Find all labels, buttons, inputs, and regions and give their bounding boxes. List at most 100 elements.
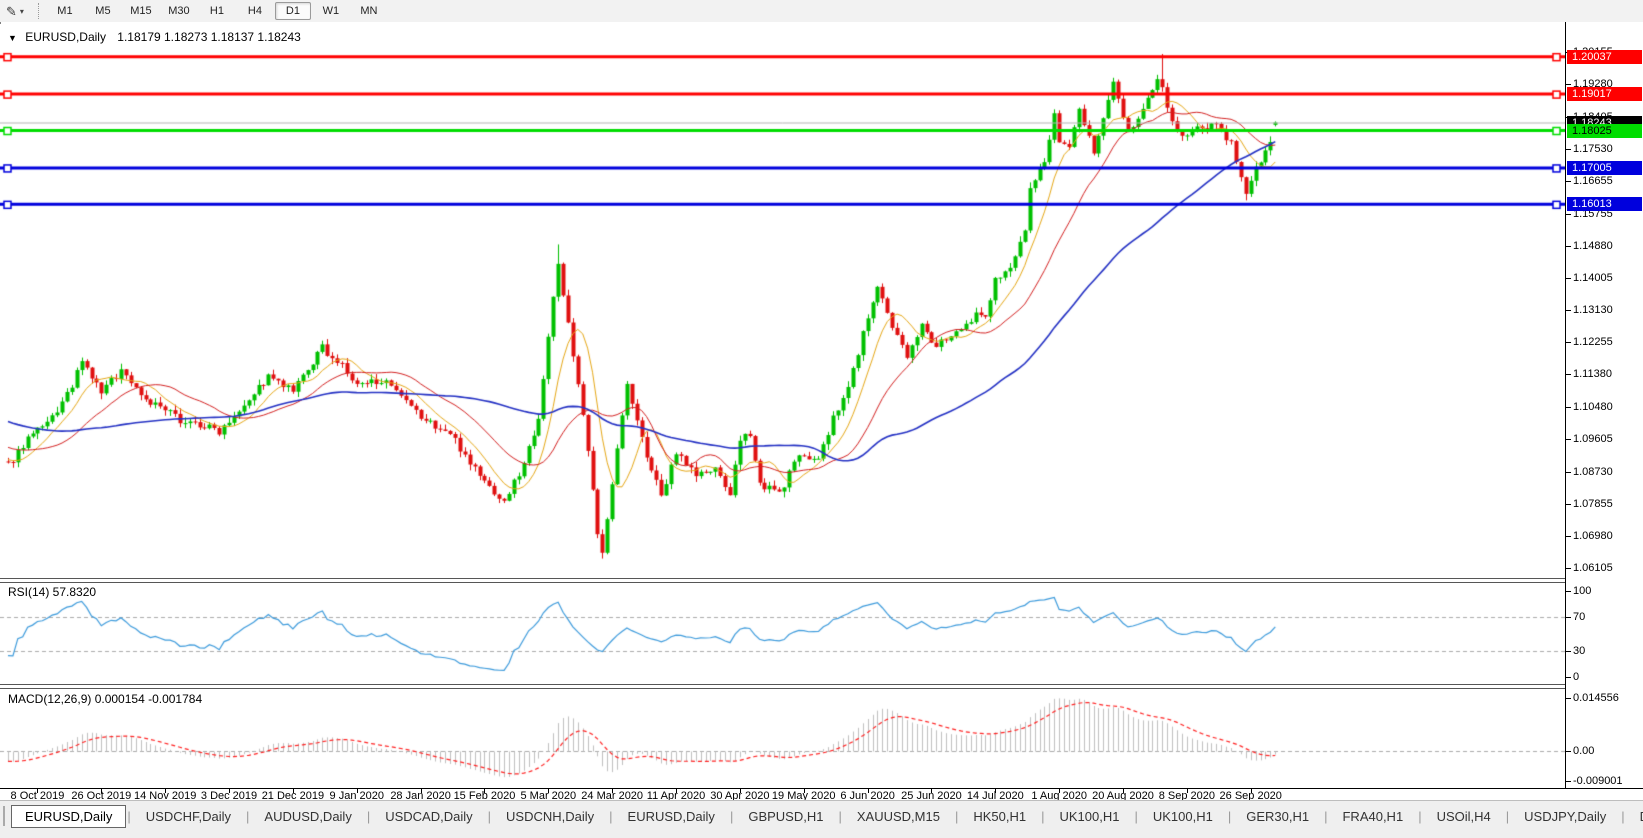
tab-separator: | [954, 808, 959, 824]
chart-symbol-label: EURUSD,Daily [25, 30, 106, 44]
panel-divider-rsi[interactable] [0, 578, 1643, 583]
tab-separator: | [127, 808, 131, 824]
tab-GBPUSD-H1[interactable]: GBPUSD,H1 [748, 808, 824, 824]
tab-separator: | [487, 808, 492, 824]
timeframe-button-W1[interactable]: W1 [322, 5, 340, 17]
date-tick-label: 19 May 2020 [769, 789, 839, 802]
tab-separator: | [609, 808, 613, 824]
dropdown-caret-icon: ▾ [19, 6, 24, 16]
price-badge-1.19017: 1.19017 [1567, 87, 1642, 102]
rsi-tick-label: 0 [1565, 671, 1580, 683]
tab-UK100-H1[interactable]: UK100,H1 [1152, 808, 1213, 824]
price-tick-label: 1.10480 [1566, 401, 1613, 414]
date-tick-label: 8 Oct 2019 [2, 789, 72, 802]
macd-tick-label: -0.009001 [1566, 775, 1623, 787]
timeframe-button-D1[interactable]: D1 [274, 2, 311, 20]
price-badge-1.20037: 1.20037 [1567, 49, 1642, 64]
timeframe-group: M1 M5 M15 M30 H1 H4 D1 W1 MN [46, 2, 388, 20]
tab-separator: | [366, 808, 371, 824]
chart-window: ▼ EURUSD,Daily 1.18179 1.18273 1.18137 1… [0, 22, 1643, 802]
date-tick-label: 15 Feb 2020 [449, 789, 519, 802]
tabbar-drag-handle[interactable] [3, 806, 5, 826]
date-tick-label: 8 Sep 2020 [1152, 789, 1222, 802]
date-tick-label: 24 Mar 2020 [577, 789, 647, 802]
rsi-tick-label: 70 [1565, 610, 1586, 623]
date-tick-label: 26 Oct 2019 [66, 789, 136, 802]
tab-separator: | [1505, 808, 1510, 824]
chart-ohlc-values: 1.18179 1.18273 1.18137 1.18243 [117, 30, 301, 44]
date-tick-label: 6 Jun 2020 [833, 789, 903, 802]
date-tick-label: 20 Aug 2020 [1088, 789, 1158, 802]
tab-USOil-H4[interactable]: USOil,H4 [1436, 808, 1491, 824]
tab-separator: | [1227, 808, 1232, 824]
tab-HK50-H1[interactable]: HK50,H1 [973, 808, 1027, 824]
tab-DJ30-Daily[interactable]: DJ30,Daily [1626, 805, 1643, 828]
price-tick-label: 1.13130 [1566, 304, 1613, 317]
tab-USDJPY-Daily[interactable]: USDJPY,Daily [1524, 808, 1607, 824]
pencil-icon: ✎ [6, 3, 17, 19]
timeframe-button-M15[interactable]: M15 [130, 5, 152, 17]
toolbar: ✎ ▾ M1 M5 M15 M30 H1 H4 D1 W1 MN [0, 0, 1643, 23]
tab-separator: | [1134, 808, 1138, 824]
chart-title: ▼ EURUSD,Daily 1.18179 1.18273 1.18137 1… [8, 30, 301, 44]
rsi-tick-label: 100 [1565, 585, 1592, 597]
panel-divider-macd[interactable] [0, 684, 1643, 689]
tab-separator: | [246, 808, 250, 824]
price-badge-1.16013: 1.16013 [1567, 197, 1642, 212]
price-tick-label: 1.16655 [1566, 174, 1613, 187]
date-tick-label: 9 Jan 2020 [322, 789, 392, 802]
collapse-triangle-icon[interactable]: ▼ [8, 33, 17, 43]
tab-AUDUSD-Daily[interactable]: AUDUSD,Daily [264, 808, 352, 824]
timeframe-button-H1[interactable]: H1 [209, 5, 224, 17]
timeframe-button-M1[interactable]: M1 [57, 5, 73, 17]
price-tick-label: 1.08730 [1566, 465, 1613, 478]
macd-indicator-label: MACD(12,26,9) 0.000154 -0.001784 [8, 692, 203, 706]
toolbar-separator [37, 3, 40, 19]
timeframe-button-M5[interactable]: M5 [95, 5, 111, 17]
macd-tick-label: 0.00 [1565, 745, 1595, 757]
price-tick-label: 1.11380 [1566, 368, 1612, 381]
date-tick-label: 21 Dec 2019 [258, 789, 328, 802]
rsi-indicator-label: RSI(14) 57.8320 [8, 585, 97, 599]
tab-separator: | [1041, 808, 1045, 824]
price-tick-label: 1.14880 [1566, 239, 1613, 252]
timeframe-button-H4[interactable]: H4 [247, 5, 262, 17]
macd-tick-label: 0.014556 [1566, 692, 1619, 704]
tab-USDCNH-Daily[interactable]: USDCNH,Daily [506, 808, 595, 824]
tab-USDCHF-Daily[interactable]: USDCHF,Daily [145, 808, 232, 824]
price-badge-1.17005: 1.17005 [1567, 160, 1642, 175]
tab-EURUSD-Daily[interactable]: EURUSD,Daily [11, 804, 127, 828]
price-tick-label: 1.06980 [1566, 529, 1613, 542]
price-axis: 1.201551.192801.184051.175301.166551.157… [1565, 22, 1643, 788]
tab-UK100-H1[interactable]: UK100,H1 [1059, 808, 1120, 824]
date-tick-label: 3 Dec 2019 [194, 789, 264, 802]
tab-separator: | [1418, 808, 1422, 824]
date-tick-label: 1 Aug 2020 [1024, 789, 1094, 802]
date-tick-label: 28 Jan 2020 [386, 789, 456, 802]
timeframe-button-MN[interactable]: MN [360, 5, 378, 17]
date-tick-label: 26 Sep 2020 [1216, 789, 1286, 802]
price-tick-label: 1.07855 [1566, 497, 1613, 510]
price-tick-label: 1.14005 [1566, 272, 1613, 285]
date-tick-label: 14 Jul 2020 [960, 789, 1030, 802]
date-tick-label: 30 Apr 2020 [705, 789, 775, 802]
price-tick-label: 1.06105 [1566, 561, 1613, 574]
tab-XAUUSD-M15[interactable]: XAUUSD,M15 [856, 808, 940, 824]
tab-separator: | [838, 808, 842, 824]
timeframe-button-M30[interactable]: M30 [168, 5, 190, 17]
tab-GER30-H1[interactable]: GER30,H1 [1246, 808, 1310, 824]
tab-FRA40-H1[interactable]: FRA40,H1 [1342, 808, 1404, 824]
price-badge-1.18025: 1.18025 [1567, 123, 1642, 138]
date-tick-label: 25 Jun 2020 [896, 789, 966, 802]
draw-tool-button[interactable]: ✎ ▾ [2, 2, 28, 20]
tab-USDCAD-Daily[interactable]: USDCAD,Daily [385, 808, 473, 824]
price-chart-canvas[interactable] [0, 24, 1565, 788]
date-tick-label: 11 Apr 2020 [641, 789, 711, 802]
time-axis: 8 Oct 2019 26 Oct 2019 14 Nov 2019 3 Dec 20… [0, 788, 1643, 802]
tab-separator: | [1324, 808, 1328, 824]
tab-separator: | [1621, 808, 1625, 824]
rsi-tick-label: 30 [1565, 645, 1586, 658]
tab-EURUSD-Daily[interactable]: EURUSD,Daily [627, 808, 715, 824]
price-tick-label: 1.17530 [1566, 142, 1613, 155]
